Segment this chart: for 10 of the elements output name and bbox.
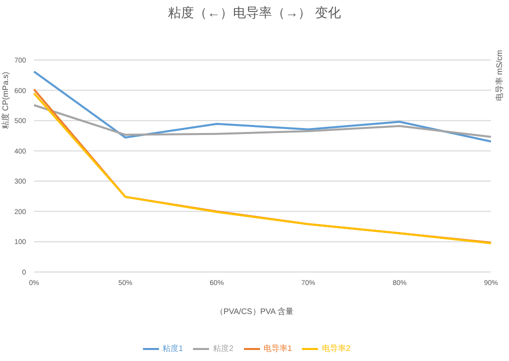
legend-label: 电导率1: [264, 344, 292, 354]
x-axis-title: （PVA/CS）PVA 含量: [214, 306, 294, 317]
legend-label: 粘度1: [162, 344, 184, 354]
legend-label: 粘度2: [213, 344, 234, 354]
chart-title: 粘度（←）电导率（→） 变化: [167, 4, 342, 22]
line-series: [33, 104, 492, 138]
y2-axis-title: 电导率 mS/cm: [494, 49, 506, 101]
y-axis-title: 粘度 CP(mPa.s): [0, 71, 12, 129]
legend-label: 电导率2: [322, 344, 350, 354]
line-series: [33, 70, 492, 142]
